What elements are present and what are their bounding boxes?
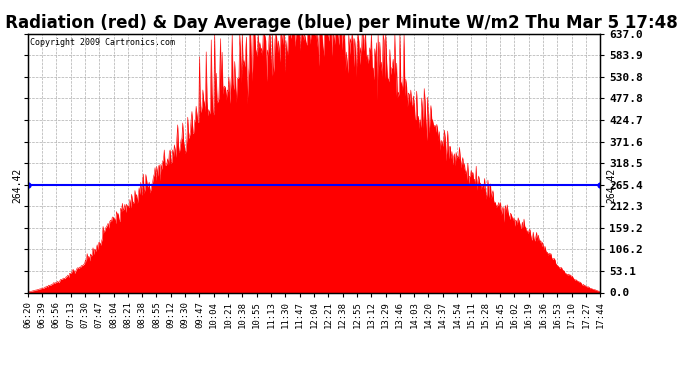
Title: Solar Radiation (red) & Day Average (blue) per Minute W/m2 Thu Mar 5 17:48: Solar Radiation (red) & Day Average (blu… (0, 14, 678, 32)
Text: Copyright 2009 Cartronics.com: Copyright 2009 Cartronics.com (30, 38, 175, 46)
Text: 264.42: 264.42 (12, 168, 22, 203)
Text: 264.42: 264.42 (606, 168, 616, 203)
